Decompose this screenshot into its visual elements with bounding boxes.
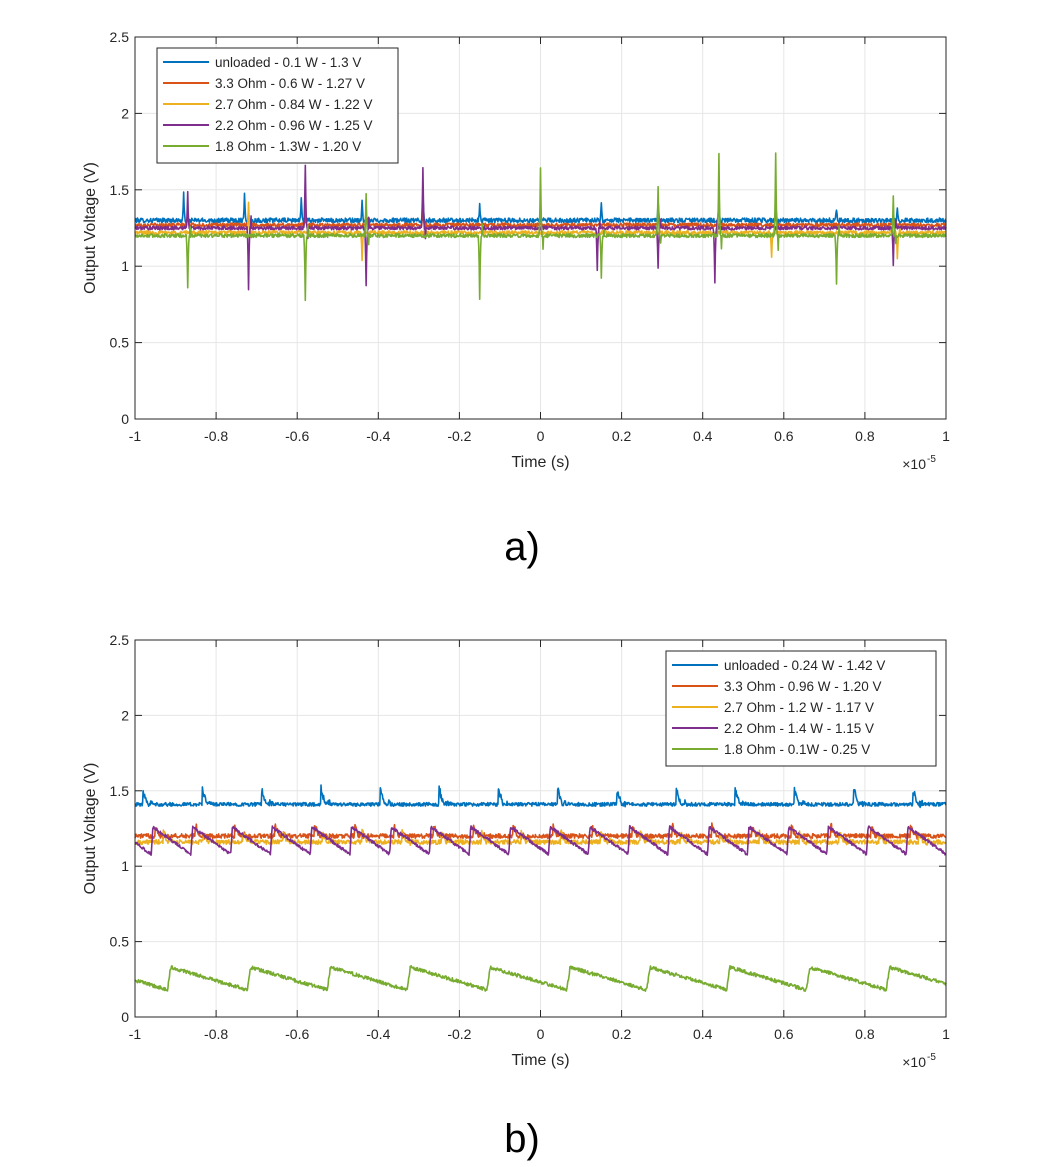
y-tick-label: 1 [121, 258, 129, 274]
legend-label-2: 3.3 Ohm - 0.6 W - 1.27 V [215, 76, 365, 91]
y-tick-label: 0 [121, 411, 129, 427]
x-tick-label: -0.6 [285, 428, 309, 444]
y-tick-label: 0.5 [110, 335, 130, 351]
series-line-3 [134, 828, 947, 847]
x-tick-label: -0.4 [366, 1026, 390, 1042]
legend-label-2: 3.3 Ohm - 0.96 W - 1.20 V [724, 679, 882, 694]
series-line-1 [134, 784, 947, 809]
legend-label-1: unloaded - 0.24 W - 1.42 V [724, 658, 885, 673]
legend-label-4: 2.2 Ohm - 1.4 W - 1.15 V [724, 721, 874, 736]
x-tick-label: -0.2 [447, 1026, 471, 1042]
series-line-3 [134, 201, 947, 262]
x-tick-label: 0.6 [774, 1026, 794, 1042]
legend: unloaded - 0.24 W - 1.42 V 3.3 Ohm - 0.96… [665, 650, 937, 767]
x-tick-label: 0.2 [612, 428, 632, 444]
x-tick-label: -0.2 [447, 428, 471, 444]
legend: unloaded - 0.1 W - 1.3 V 3.3 Ohm - 0.6 W … [156, 47, 399, 164]
chart-panel-a: -1 -0.8 -0.6 -0.4 -0.2 0 0.2 0.4 0.6 0.8 1 0 0.5 1 1.5… [82, 29, 950, 569]
series-line-5 [134, 964, 947, 992]
legend-label-5: 1.8 Ohm - 0.1W - 0.25 V [724, 742, 870, 757]
x-tick-label: 0 [537, 1026, 545, 1042]
legend-label-5: 1.8 Ohm - 1.3W - 1.20 V [215, 139, 361, 154]
y-axis-label: Output Voltage (V) [82, 162, 99, 294]
series-line-1 [134, 191, 947, 229]
y-tick-label: 2 [121, 105, 129, 121]
x-axis-label: Time (s) [511, 454, 569, 471]
x-exponent-label: ×10 [902, 456, 926, 472]
x-tick-label: -1 [129, 1026, 142, 1042]
series-line-2 [134, 822, 947, 841]
tick-labels: -1 -0.8 -0.6 -0.4 -0.2 0 0.2 0.4 0.6 0.8 1 0 0.5 1 1.5… [110, 29, 951, 444]
x-tick-label: 1 [942, 428, 950, 444]
y-tick-label: 1.5 [110, 783, 130, 799]
y-tick-label: 2 [121, 707, 129, 723]
y-tick-label: 0.5 [110, 934, 130, 950]
x-tick-label: 0.8 [855, 1026, 875, 1042]
panel-label: b) [504, 1117, 540, 1161]
y-tick-label: 2.5 [110, 632, 130, 648]
tick-labels: -1 -0.8 -0.6 -0.4 -0.2 0 0.2 0.4 0.6 0.8 1 0 0.5 1 1.5… [110, 632, 951, 1042]
x-tick-label: 0 [537, 428, 545, 444]
x-tick-label: 0.8 [855, 428, 875, 444]
series-line-4 [134, 824, 947, 857]
x-exponent-power: -5 [927, 1052, 936, 1063]
x-axis-label: Time (s) [511, 1052, 569, 1069]
series-group [134, 152, 947, 302]
x-exponent-label: ×10 [902, 1054, 926, 1070]
panel-label: a) [504, 525, 540, 569]
x-tick-label: -1 [129, 428, 142, 444]
x-tick-label: 1 [942, 1026, 950, 1042]
x-tick-label: 0.4 [693, 1026, 713, 1042]
y-tick-label: 1.5 [110, 182, 130, 198]
x-tick-label: -0.8 [204, 428, 228, 444]
y-tick-label: 0 [121, 1009, 129, 1025]
chart-panel-b: -1 -0.8 -0.6 -0.4 -0.2 0 0.2 0.4 0.6 0.8 1 0 0.5 1 1.5… [82, 632, 950, 1161]
legend-box [665, 650, 937, 767]
x-tick-label: 0.6 [774, 428, 794, 444]
series-line-4 [134, 164, 947, 291]
x-tick-label: -0.6 [285, 1026, 309, 1042]
legend-box [156, 47, 399, 164]
x-tick-label: 0.2 [612, 1026, 632, 1042]
x-exponent-power: -5 [927, 454, 936, 465]
x-tick-label: -0.4 [366, 428, 390, 444]
legend-label-1: unloaded - 0.1 W - 1.3 V [215, 55, 361, 70]
x-tick-label: -0.8 [204, 1026, 228, 1042]
series-line-2 [134, 208, 947, 231]
legend-label-4: 2.2 Ohm - 0.96 W - 1.25 V [215, 118, 373, 133]
x-tick-label: 0.4 [693, 428, 713, 444]
series-group [134, 784, 947, 992]
y-tick-label: 1 [121, 858, 129, 874]
y-axis-label: Output Voltage (V) [82, 763, 99, 895]
legend-label-3: 2.7 Ohm - 0.84 W - 1.22 V [215, 97, 373, 112]
legend-label-3: 2.7 Ohm - 1.2 W - 1.17 V [724, 700, 874, 715]
series-line-5 [134, 152, 947, 302]
y-tick-label: 2.5 [110, 29, 130, 45]
